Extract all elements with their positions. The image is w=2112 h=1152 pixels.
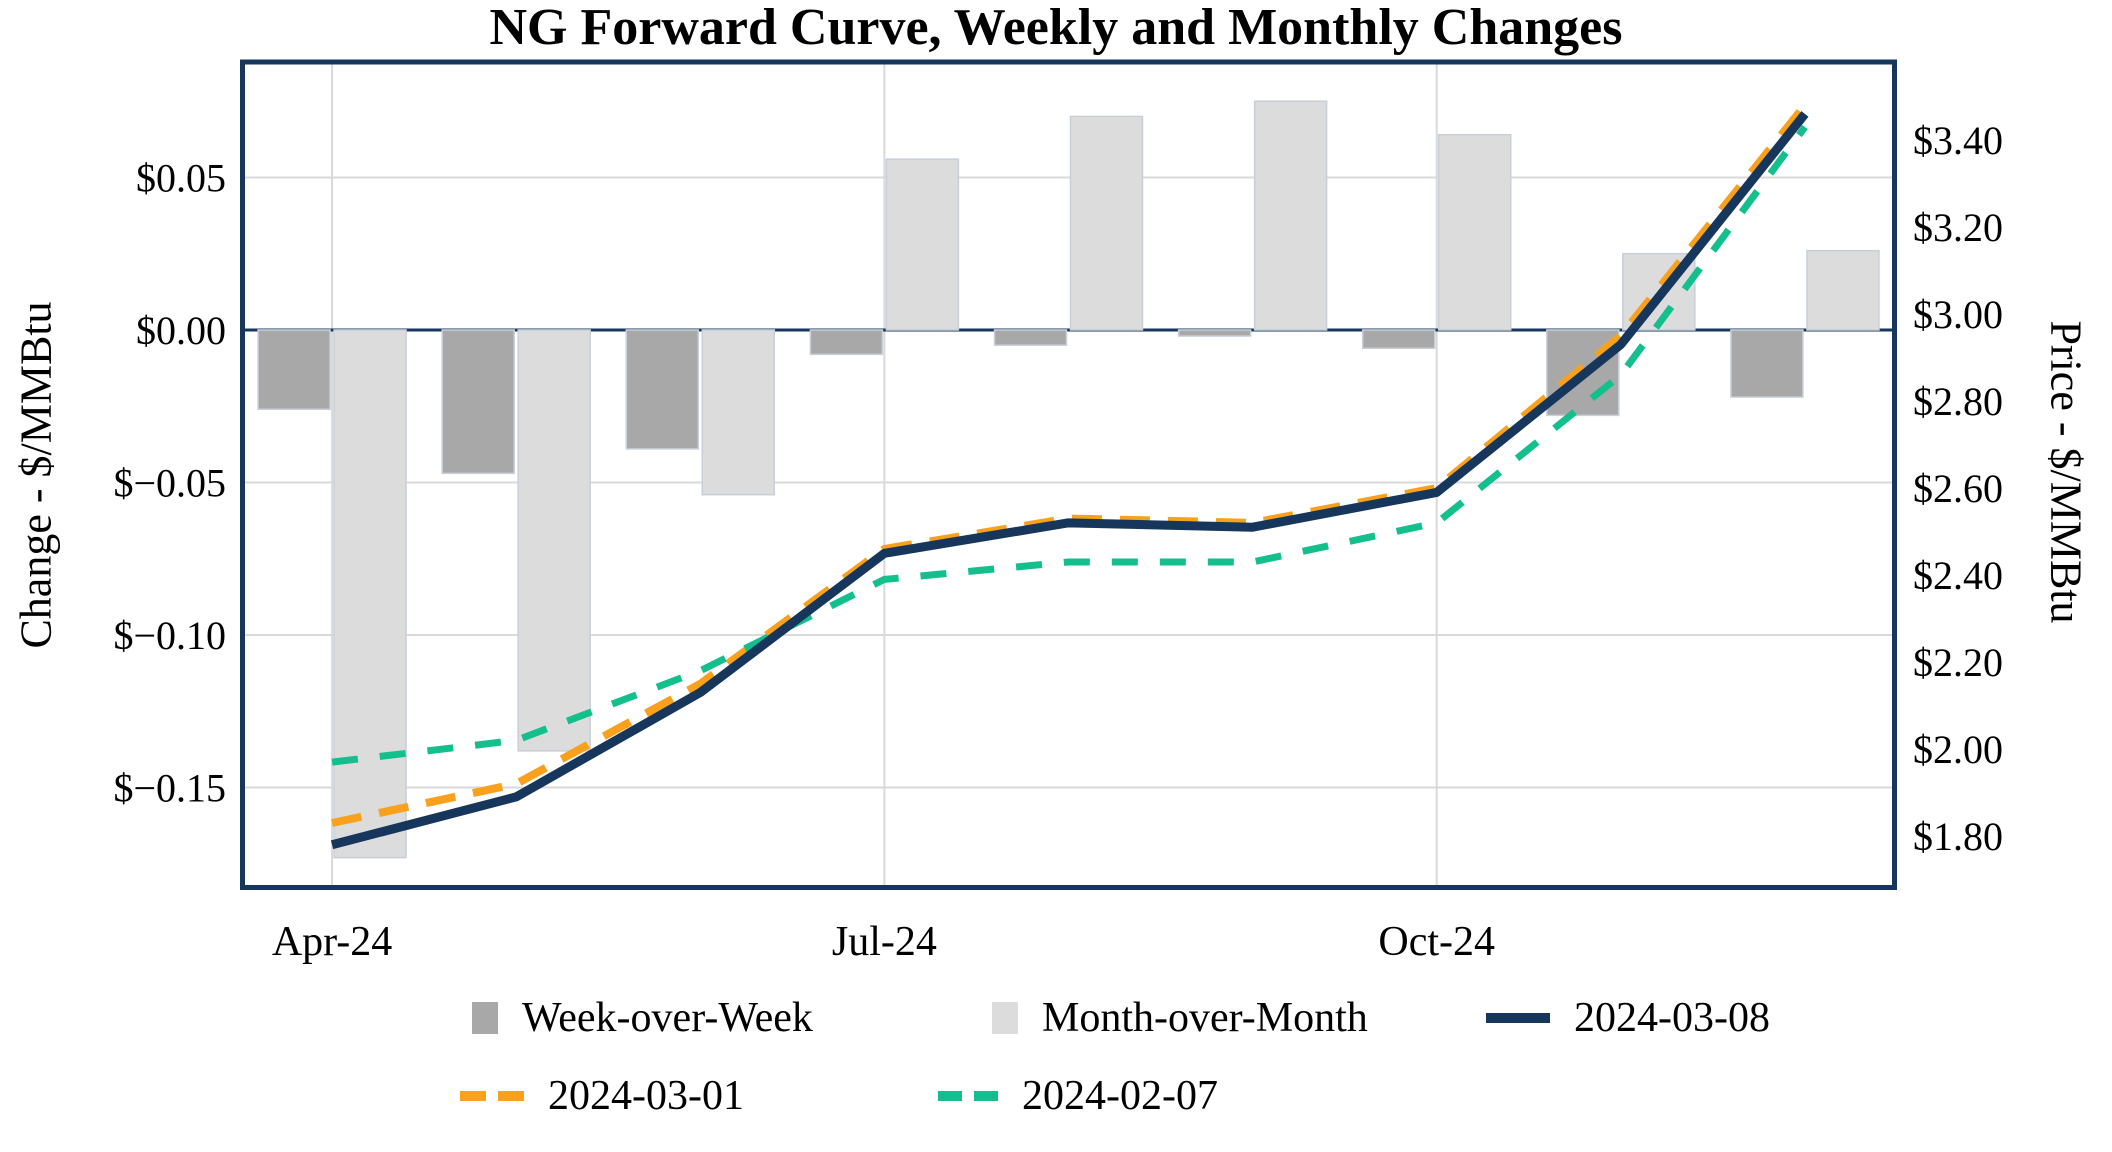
legend-item-2024-03-08[interactable]: 2024-03-08	[1486, 995, 1770, 1041]
bar[interactable]	[885, 158, 960, 331]
bar[interactable]	[809, 329, 884, 356]
line-2024-03-01[interactable]	[331, 102, 1809, 827]
vertical-gridlines	[331, 60, 1438, 890]
dashed-line-swatch-icon	[938, 1091, 998, 1101]
right-tick-label: $2.00	[1913, 727, 2003, 772]
right-tick-label: $2.60	[1913, 466, 2003, 511]
bar[interactable]	[1437, 133, 1512, 331]
bar[interactable]	[1361, 329, 1436, 350]
bar[interactable]	[625, 329, 700, 450]
right-tick-label: $3.20	[1913, 205, 2003, 250]
legend-label: 2024-02-07	[1022, 1073, 1218, 1119]
x-tick-label: Oct-24	[1378, 919, 1495, 965]
bar[interactable]	[441, 329, 515, 475]
left-tick-label: $0.00	[136, 308, 226, 353]
dashed-line-swatch-icon	[460, 1091, 524, 1101]
bar[interactable]	[257, 329, 331, 411]
x-tick-label: Jul-24	[832, 919, 937, 965]
right-axis-title: Price - $/MMBtu	[2041, 320, 2091, 624]
right-tick-label: $2.80	[1913, 379, 2003, 424]
right-tick-label: $1.80	[1913, 814, 2003, 859]
legend-item-2024-03-01[interactable]: 2024-03-01	[460, 1073, 744, 1119]
bar[interactable]	[701, 329, 776, 496]
solid-line-swatch-icon	[1486, 1013, 1550, 1023]
legend-item-2024-02-07[interactable]: 2024-02-07	[938, 1073, 1218, 1119]
legend-label: Week-over-Week	[522, 995, 813, 1041]
bars-month-over-month	[333, 100, 1880, 859]
left-tick-label: $−0.15	[113, 766, 226, 811]
left-axis-title: Change - $/MMBtu	[11, 301, 61, 649]
x-axis-tick-labels: Apr-24 Jul-24 Oct-24	[272, 919, 1495, 965]
legend-item-week-over-week[interactable]: Week-over-Week	[472, 995, 813, 1041]
legend-label: Month-over-Month	[1042, 995, 1368, 1041]
plot-frame	[240, 59, 1897, 890]
bar[interactable]	[333, 329, 407, 859]
right-tick-label: $2.40	[1913, 553, 2003, 598]
bar[interactable]	[1177, 329, 1252, 337]
horizontal-gridlines	[240, 176, 1897, 789]
line-2024-02-07[interactable]	[331, 124, 1808, 766]
right-tick-label: $3.00	[1913, 292, 2003, 337]
left-tick-label: $0.05	[136, 155, 226, 200]
bar-swatch-icon	[992, 1002, 1018, 1034]
x-tick-label: Apr-24	[272, 919, 392, 965]
bar[interactable]	[993, 329, 1068, 346]
bar[interactable]	[1069, 115, 1144, 331]
right-tick-label: $2.20	[1913, 640, 2003, 685]
legend-item-month-over-month[interactable]: Month-over-Month	[992, 995, 1368, 1041]
legend-label: 2024-03-08	[1574, 995, 1770, 1041]
right-tick-label: $3.40	[1913, 118, 2003, 163]
left-tick-label: $−0.10	[113, 613, 226, 658]
chart-title: NG Forward Curve, Weekly and Monthly Cha…	[489, 0, 1623, 56]
legend-label: 2024-03-01	[548, 1073, 744, 1119]
bar[interactable]	[1253, 100, 1328, 331]
bar[interactable]	[1730, 329, 1804, 398]
bar[interactable]	[1806, 249, 1880, 331]
left-axis-tick-labels: $0.05 $0.00 $−0.05 $−0.10 $−0.15	[113, 155, 226, 810]
bars-week-over-week	[257, 329, 1804, 475]
bar-swatch-icon	[472, 1002, 498, 1034]
left-tick-label: $−0.05	[113, 460, 226, 505]
right-axis-tick-labels: $3.40 $3.20 $3.00 $2.80 $2.60 $2.40 $2.20 $2.00…	[1913, 118, 2003, 859]
bar[interactable]	[517, 329, 591, 752]
line-2024-03-08[interactable]	[330, 111, 1809, 850]
